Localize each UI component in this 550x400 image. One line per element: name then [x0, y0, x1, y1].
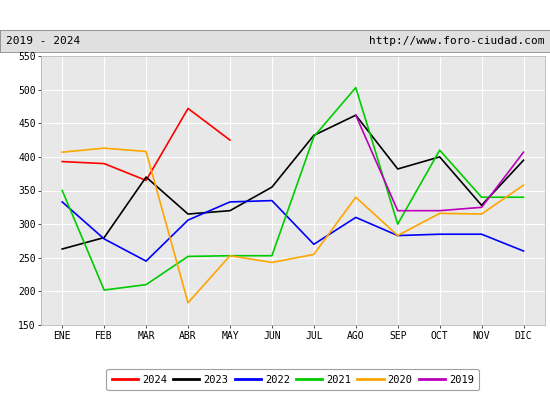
Text: Evolucion Nº Turistas Extranjeros en el municipio de Paiporta: Evolucion Nº Turistas Extranjeros en el … [84, 8, 466, 22]
Text: 2019 - 2024: 2019 - 2024 [6, 36, 80, 46]
Legend: 2024, 2023, 2022, 2021, 2020, 2019: 2024, 2023, 2022, 2021, 2020, 2019 [106, 369, 480, 390]
Text: http://www.foro-ciudad.com: http://www.foro-ciudad.com [369, 36, 544, 46]
